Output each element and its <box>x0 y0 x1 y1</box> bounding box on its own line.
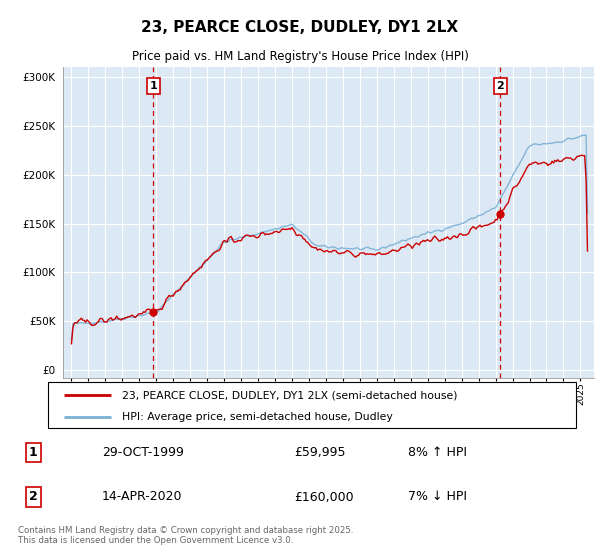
Text: 7% ↓ HPI: 7% ↓ HPI <box>408 491 467 503</box>
Text: 23, PEARCE CLOSE, DUDLEY, DY1 2LX: 23, PEARCE CLOSE, DUDLEY, DY1 2LX <box>142 20 458 35</box>
Text: 2: 2 <box>496 81 504 91</box>
Text: 1: 1 <box>149 81 157 91</box>
Text: 8% ↑ HPI: 8% ↑ HPI <box>408 446 467 459</box>
Text: 2: 2 <box>29 491 37 503</box>
Text: £160,000: £160,000 <box>294 491 353 503</box>
Text: Contains HM Land Registry data © Crown copyright and database right 2025.
This d: Contains HM Land Registry data © Crown c… <box>18 526 353 545</box>
FancyBboxPatch shape <box>48 382 576 428</box>
Text: 29-OCT-1999: 29-OCT-1999 <box>102 446 184 459</box>
Text: 1: 1 <box>29 446 37 459</box>
Text: £59,995: £59,995 <box>294 446 346 459</box>
Text: HPI: Average price, semi-detached house, Dudley: HPI: Average price, semi-detached house,… <box>122 412 392 422</box>
Text: 14-APR-2020: 14-APR-2020 <box>102 491 182 503</box>
Text: 23, PEARCE CLOSE, DUDLEY, DY1 2LX (semi-detached house): 23, PEARCE CLOSE, DUDLEY, DY1 2LX (semi-… <box>122 390 457 400</box>
Text: Price paid vs. HM Land Registry's House Price Index (HPI): Price paid vs. HM Land Registry's House … <box>131 50 469 63</box>
